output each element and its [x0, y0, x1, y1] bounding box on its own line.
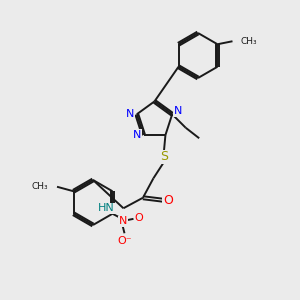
Text: N: N — [133, 130, 141, 140]
Text: CH₃: CH₃ — [32, 182, 48, 191]
Text: N: N — [119, 216, 127, 226]
Text: S: S — [160, 150, 168, 163]
Text: O: O — [134, 213, 143, 223]
Text: N: N — [126, 109, 134, 119]
Text: HN: HN — [98, 203, 115, 213]
Text: CH₃: CH₃ — [241, 37, 257, 46]
Text: O: O — [163, 194, 173, 207]
Text: N: N — [173, 106, 182, 116]
Text: O⁻: O⁻ — [117, 236, 132, 246]
